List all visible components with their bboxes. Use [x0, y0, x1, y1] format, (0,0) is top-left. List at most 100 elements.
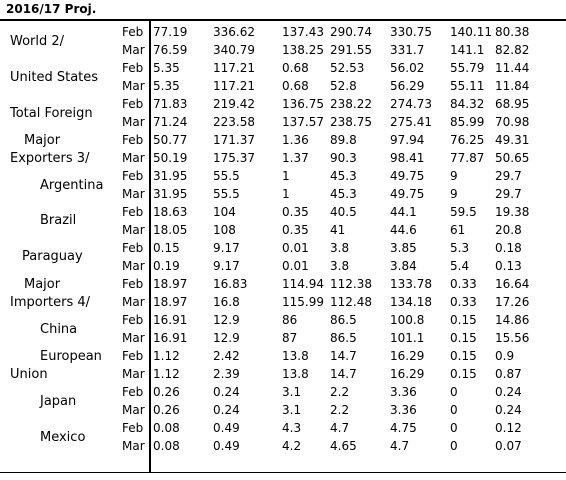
value-cell: 13.8	[282, 367, 309, 381]
table-row: Mar 18.05 108 0.35 41 44.6 61 20.8	[0, 221, 566, 239]
value-cell: 238.22	[330, 97, 372, 111]
value-cell: 13.8	[282, 349, 309, 363]
value-cell: 0.24	[495, 385, 522, 399]
value-cell: 0	[450, 421, 458, 435]
table-row: Mar 31.95 55.5 1 45.3 49.75 9 29.7	[0, 185, 566, 203]
value-cell: 133.78	[390, 277, 432, 291]
value-cell: 9.17	[213, 241, 240, 255]
table-row: Feb 5.35 117.21 0.68 52.53 56.02 55.79 11.44	[0, 59, 566, 77]
value-cell: 112.48	[330, 295, 372, 309]
value-cell: 1.12	[153, 367, 180, 381]
value-cell: 0.26	[153, 403, 180, 417]
value-cell: 0.33	[450, 277, 477, 291]
value-cell: 77.19	[153, 25, 188, 39]
value-cell: 3.36	[390, 385, 417, 399]
value-cell: 219.42	[213, 97, 255, 111]
value-cell: 12.9	[213, 313, 240, 327]
value-cell: 3.84	[390, 259, 417, 273]
value-cell: 56.29	[390, 79, 425, 93]
month-cell: Mar	[122, 187, 145, 201]
value-cell: 44.1	[390, 205, 417, 219]
value-cell: 16.83	[213, 277, 248, 291]
value-cell: 117.21	[213, 61, 255, 75]
month-cell: Feb	[122, 61, 144, 75]
value-cell: 89.8	[330, 133, 357, 147]
value-cell: 331.7	[390, 43, 425, 57]
row-group-label: World 2/	[10, 34, 65, 49]
value-cell: 3.85	[390, 241, 417, 255]
value-cell: 76.25	[450, 133, 485, 147]
row-group-label: Mexico	[40, 430, 86, 445]
table-row: Feb 50.77 171.37 1.36 89.8 97.94 76.25 49.31	[0, 131, 566, 149]
row-group-label: Japan	[40, 394, 77, 409]
month-cell: Feb	[122, 169, 144, 183]
value-cell: 1.12	[153, 349, 180, 363]
value-cell: 76.59	[153, 43, 188, 57]
row-group-label: United States	[10, 70, 99, 85]
value-cell: 50.65	[495, 151, 530, 165]
table-row: Mar 50.19 175.37 1.37 90.3 98.41 77.87 50.65	[0, 149, 566, 167]
value-cell: 0	[450, 403, 458, 417]
value-cell: 5.4	[450, 259, 470, 273]
value-cell: 20.8	[495, 223, 522, 237]
value-cell: 61	[450, 223, 466, 237]
table-row: Feb 0.15 9.17 0.01 3.8 3.85 5.3 0.18	[0, 239, 566, 257]
table-row: Mar 0.08 0.49 4.2 4.65 4.7 0 0.07	[0, 437, 566, 455]
table-header: 2016/17 Proj.	[6, 2, 97, 16]
value-cell: 4.75	[390, 421, 417, 435]
value-cell: 3.1	[282, 385, 302, 399]
value-cell: 171.37	[213, 133, 255, 147]
value-cell: 71.83	[153, 97, 188, 111]
value-cell: 18.97	[153, 295, 188, 309]
value-cell: 82.82	[495, 43, 530, 57]
value-cell: 11.84	[495, 79, 530, 93]
table-row: Feb 0.08 0.49 4.3 4.7 4.75 0 0.12	[0, 419, 566, 437]
value-cell: 40.5	[330, 205, 357, 219]
value-cell: 0.15	[450, 313, 477, 327]
value-cell: 104	[213, 205, 236, 219]
value-cell: 49.31	[495, 133, 530, 147]
value-cell: 0.35	[282, 223, 309, 237]
value-cell: 0.15	[450, 331, 477, 345]
value-cell: 140.11	[450, 25, 492, 39]
table-row: Feb 77.19 336.62 137.43 290.74 330.75 140.11 80…	[0, 23, 566, 41]
value-cell: 12.9	[213, 331, 240, 345]
value-cell: 5.35	[153, 79, 180, 93]
value-cell: 80.38	[495, 25, 530, 39]
month-cell: Feb	[122, 25, 144, 39]
value-cell: 4.7	[330, 421, 350, 435]
value-cell: 0.15	[153, 241, 180, 255]
value-cell: 55.79	[450, 61, 485, 75]
row-group-label: Paraguay	[22, 249, 83, 264]
value-cell: 3.36	[390, 403, 417, 417]
value-cell: 52.8	[330, 79, 357, 93]
value-cell: 52.53	[330, 61, 365, 75]
value-cell: 4.7	[390, 439, 410, 453]
month-cell: Feb	[122, 277, 144, 291]
month-cell: Feb	[122, 97, 144, 111]
month-cell: Mar	[122, 43, 145, 57]
value-cell: 1.37	[282, 151, 309, 165]
value-cell: 16.64	[495, 277, 530, 291]
value-cell: 68.95	[495, 97, 530, 111]
value-cell: 41	[330, 223, 346, 237]
table-row: Feb 18.63 104 0.35 40.5 44.1 59.5 19.38	[0, 203, 566, 221]
table-row: Feb 71.83 219.42 136.75 238.22 274.73 84.32 68.…	[0, 95, 566, 113]
value-cell: 0.68	[282, 79, 309, 93]
value-cell: 29.7	[495, 187, 522, 201]
value-cell: 45.3	[330, 169, 357, 183]
value-cell: 16.8	[213, 295, 240, 309]
value-cell: 18.97	[153, 277, 188, 291]
value-cell: 90.3	[330, 151, 357, 165]
row-group-label-line2: Union	[10, 367, 48, 382]
table-row: Feb 31.95 55.5 1 45.3 49.75 9 29.7	[0, 167, 566, 185]
value-cell: 77.87	[450, 151, 485, 165]
value-cell: 16.91	[153, 313, 188, 327]
value-cell: 2.39	[213, 367, 240, 381]
value-cell: 117.21	[213, 79, 255, 93]
table-row: Feb 18.97 16.83 114.94 112.38 133.78 0.33 16.64	[0, 275, 566, 293]
value-cell: 5.35	[153, 61, 180, 75]
row-group-label: China	[40, 322, 78, 337]
value-cell: 55.11	[450, 79, 485, 93]
table-row: Feb 0.26 0.24 3.1 2.2 3.36 0 0.24	[0, 383, 566, 401]
